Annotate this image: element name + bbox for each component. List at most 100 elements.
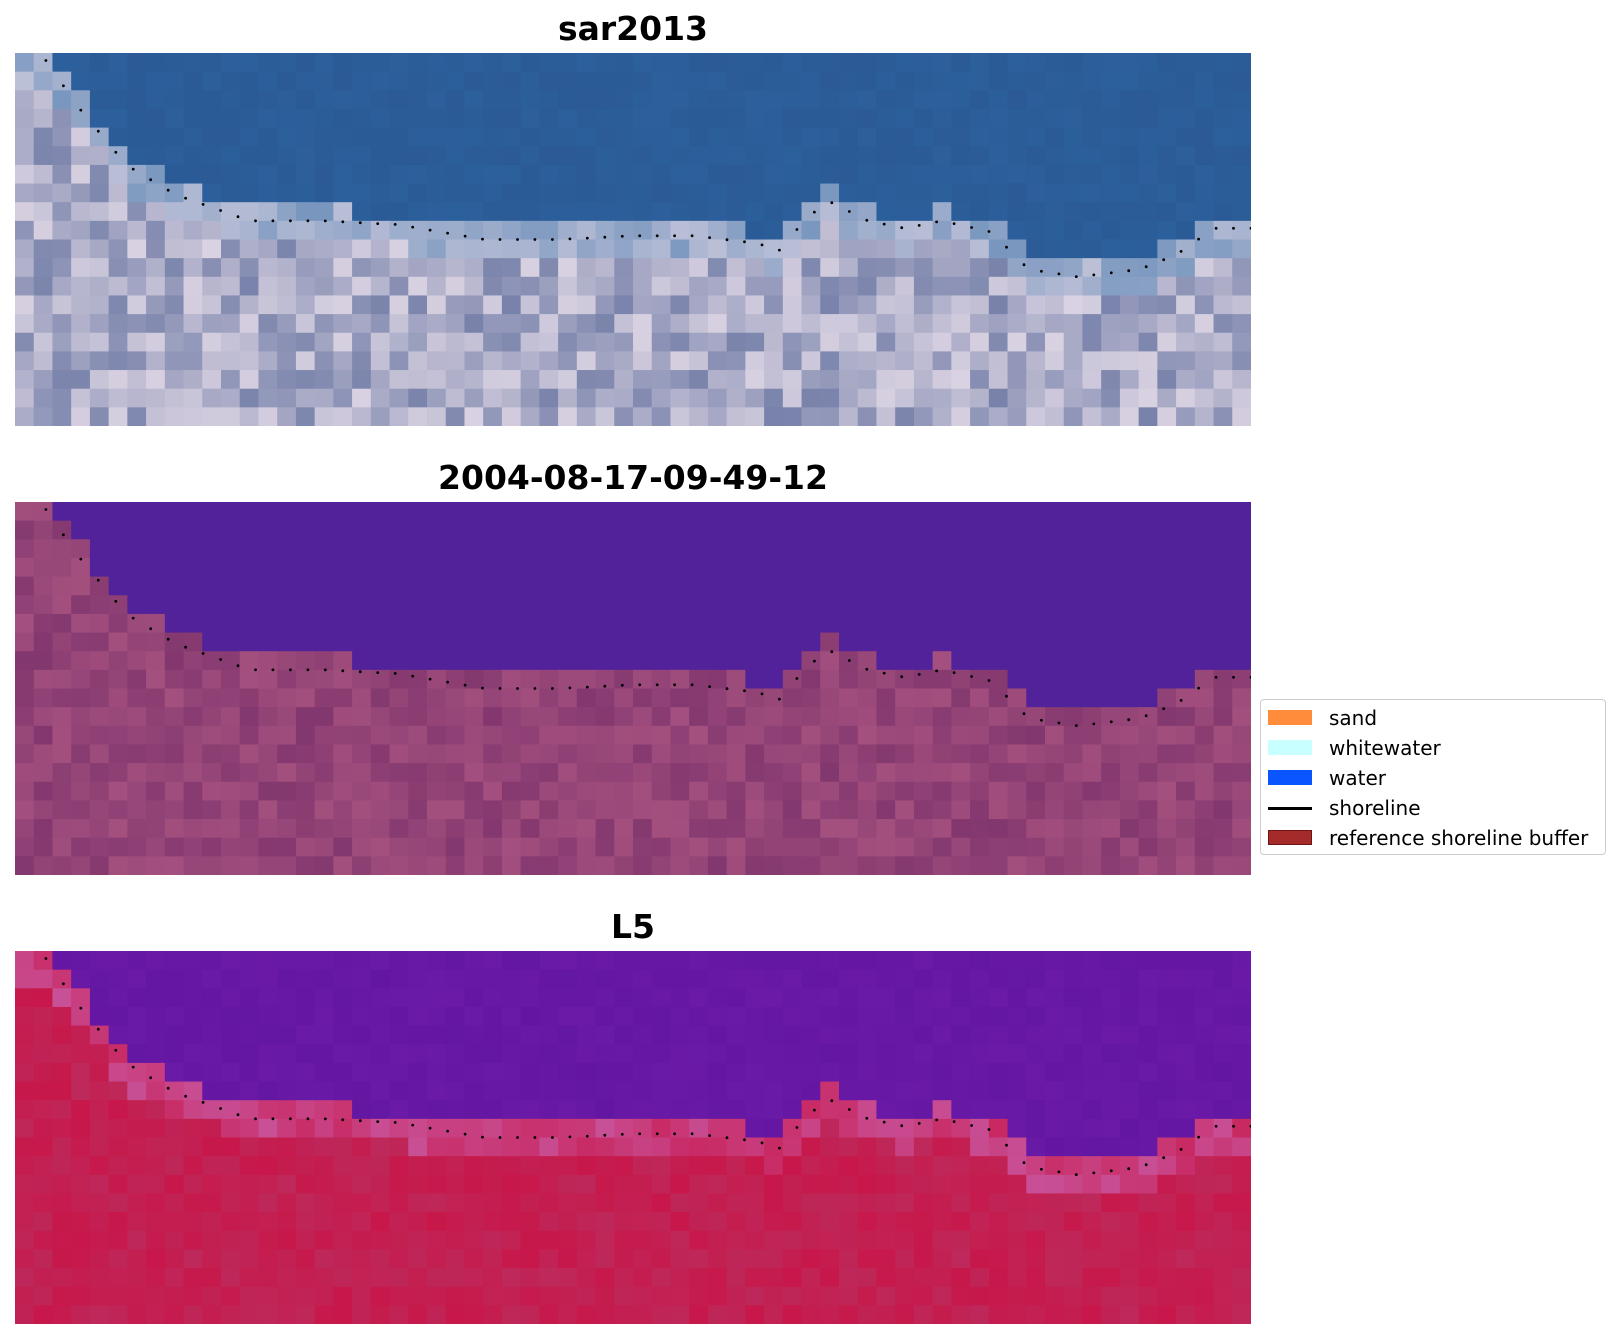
raster-pixel xyxy=(89,1156,110,1176)
raster-pixel xyxy=(895,239,915,259)
raster-pixel xyxy=(651,202,672,222)
raster-pixel xyxy=(277,688,297,708)
raster-pixel xyxy=(258,669,278,690)
raster-pixel xyxy=(876,1100,896,1120)
raster-pixel xyxy=(1119,388,1140,408)
raster-pixel xyxy=(895,1100,915,1120)
raster-pixel xyxy=(314,763,334,783)
raster-pixel xyxy=(633,183,653,203)
raster-pixel xyxy=(295,1100,316,1120)
raster-pixel xyxy=(1176,1137,1196,1157)
raster-pixel xyxy=(745,688,765,708)
raster-pixel xyxy=(258,314,278,334)
raster-pixel xyxy=(782,258,803,278)
raster-pixel xyxy=(370,1100,391,1120)
shoreline-dot xyxy=(533,687,537,690)
raster-pixel xyxy=(89,164,110,185)
raster-pixel xyxy=(726,220,746,241)
raster-pixel xyxy=(839,988,859,1008)
raster-pixel xyxy=(876,781,896,801)
raster-pixel xyxy=(483,1249,503,1269)
raster-pixel xyxy=(239,1044,260,1064)
raster-pixel xyxy=(277,108,297,129)
raster-pixel xyxy=(689,90,709,110)
raster-pixel xyxy=(1213,1156,1233,1176)
raster-pixel xyxy=(651,856,672,875)
raster-pixel xyxy=(295,688,316,708)
raster-pixel xyxy=(1045,108,1065,129)
raster-pixel xyxy=(258,1193,278,1213)
raster-pixel xyxy=(1063,276,1084,297)
raster-pixel xyxy=(71,856,91,875)
raster-pixel xyxy=(483,800,503,820)
raster-pixel xyxy=(614,239,634,259)
shoreline-dot xyxy=(62,533,65,537)
raster-pixel xyxy=(239,1118,260,1139)
raster-pixel xyxy=(614,1174,634,1195)
raster-pixel xyxy=(1232,1044,1251,1064)
raster-pixel xyxy=(202,669,222,690)
raster-pixel xyxy=(221,1174,241,1195)
raster-pixel xyxy=(782,276,803,297)
shoreline-dot xyxy=(236,215,240,219)
raster-pixel xyxy=(576,632,597,652)
raster-pixel xyxy=(221,1212,241,1232)
water-swatch xyxy=(1268,770,1312,785)
raster-pixel xyxy=(127,651,147,671)
raster-pixel xyxy=(202,651,222,671)
shoreline-dot xyxy=(1074,1173,1078,1176)
raster-pixel xyxy=(108,1212,128,1232)
raster-pixel xyxy=(108,108,128,129)
raster-pixel xyxy=(801,108,821,129)
raster-pixel xyxy=(464,407,484,426)
raster-pixel xyxy=(1157,725,1177,746)
shoreline-dot xyxy=(1214,226,1218,230)
raster-pixel xyxy=(558,763,578,783)
raster-pixel xyxy=(389,744,409,764)
raster-pixel xyxy=(427,220,447,241)
raster-pixel xyxy=(295,90,316,110)
raster-pixel xyxy=(1119,1081,1140,1101)
raster-pixel xyxy=(1194,595,1215,615)
raster-pixel xyxy=(1026,651,1046,671)
raster-pixel xyxy=(576,856,597,875)
raster-pixel xyxy=(221,1081,241,1101)
raster-pixel xyxy=(108,1174,128,1195)
raster-pixel xyxy=(1194,725,1215,746)
raster-pixel xyxy=(539,1137,559,1157)
raster-pixel xyxy=(239,164,260,185)
raster-pixel xyxy=(333,1081,353,1101)
raster-pixel xyxy=(558,90,578,110)
raster-pixel xyxy=(633,988,653,1008)
raster-pixel xyxy=(127,1249,147,1269)
raster-pixel xyxy=(333,613,353,634)
raster-pixel xyxy=(1194,71,1215,91)
raster-pixel xyxy=(1194,1230,1215,1250)
raster-pixel xyxy=(1007,276,1027,297)
raster-pixel xyxy=(539,1174,559,1195)
raster-pixel xyxy=(633,276,653,297)
raster-pixel xyxy=(988,1286,1009,1306)
raster-pixel xyxy=(183,127,203,147)
raster-pixel xyxy=(1194,707,1215,727)
raster-pixel xyxy=(445,800,466,820)
raster-pixel xyxy=(89,407,110,426)
raster-pixel xyxy=(1176,688,1196,708)
raster-pixel xyxy=(820,1268,840,1288)
raster-pixel xyxy=(1232,108,1251,129)
raster-pixel xyxy=(520,370,540,390)
raster-pixel xyxy=(464,688,484,708)
raster-pixel xyxy=(221,146,241,166)
raster-pixel xyxy=(726,781,746,801)
raster-pixel xyxy=(1082,856,1102,875)
raster-pixel xyxy=(258,146,278,166)
raster-pixel xyxy=(1176,90,1196,110)
raster-pixel xyxy=(183,90,203,110)
raster-pixel xyxy=(295,146,316,166)
raster-pixel xyxy=(614,407,634,426)
raster-pixel xyxy=(108,407,128,426)
raster-pixel xyxy=(464,1249,484,1269)
raster-pixel xyxy=(970,71,990,91)
raster-pixel xyxy=(1119,651,1140,671)
raster-pixel xyxy=(614,370,634,390)
